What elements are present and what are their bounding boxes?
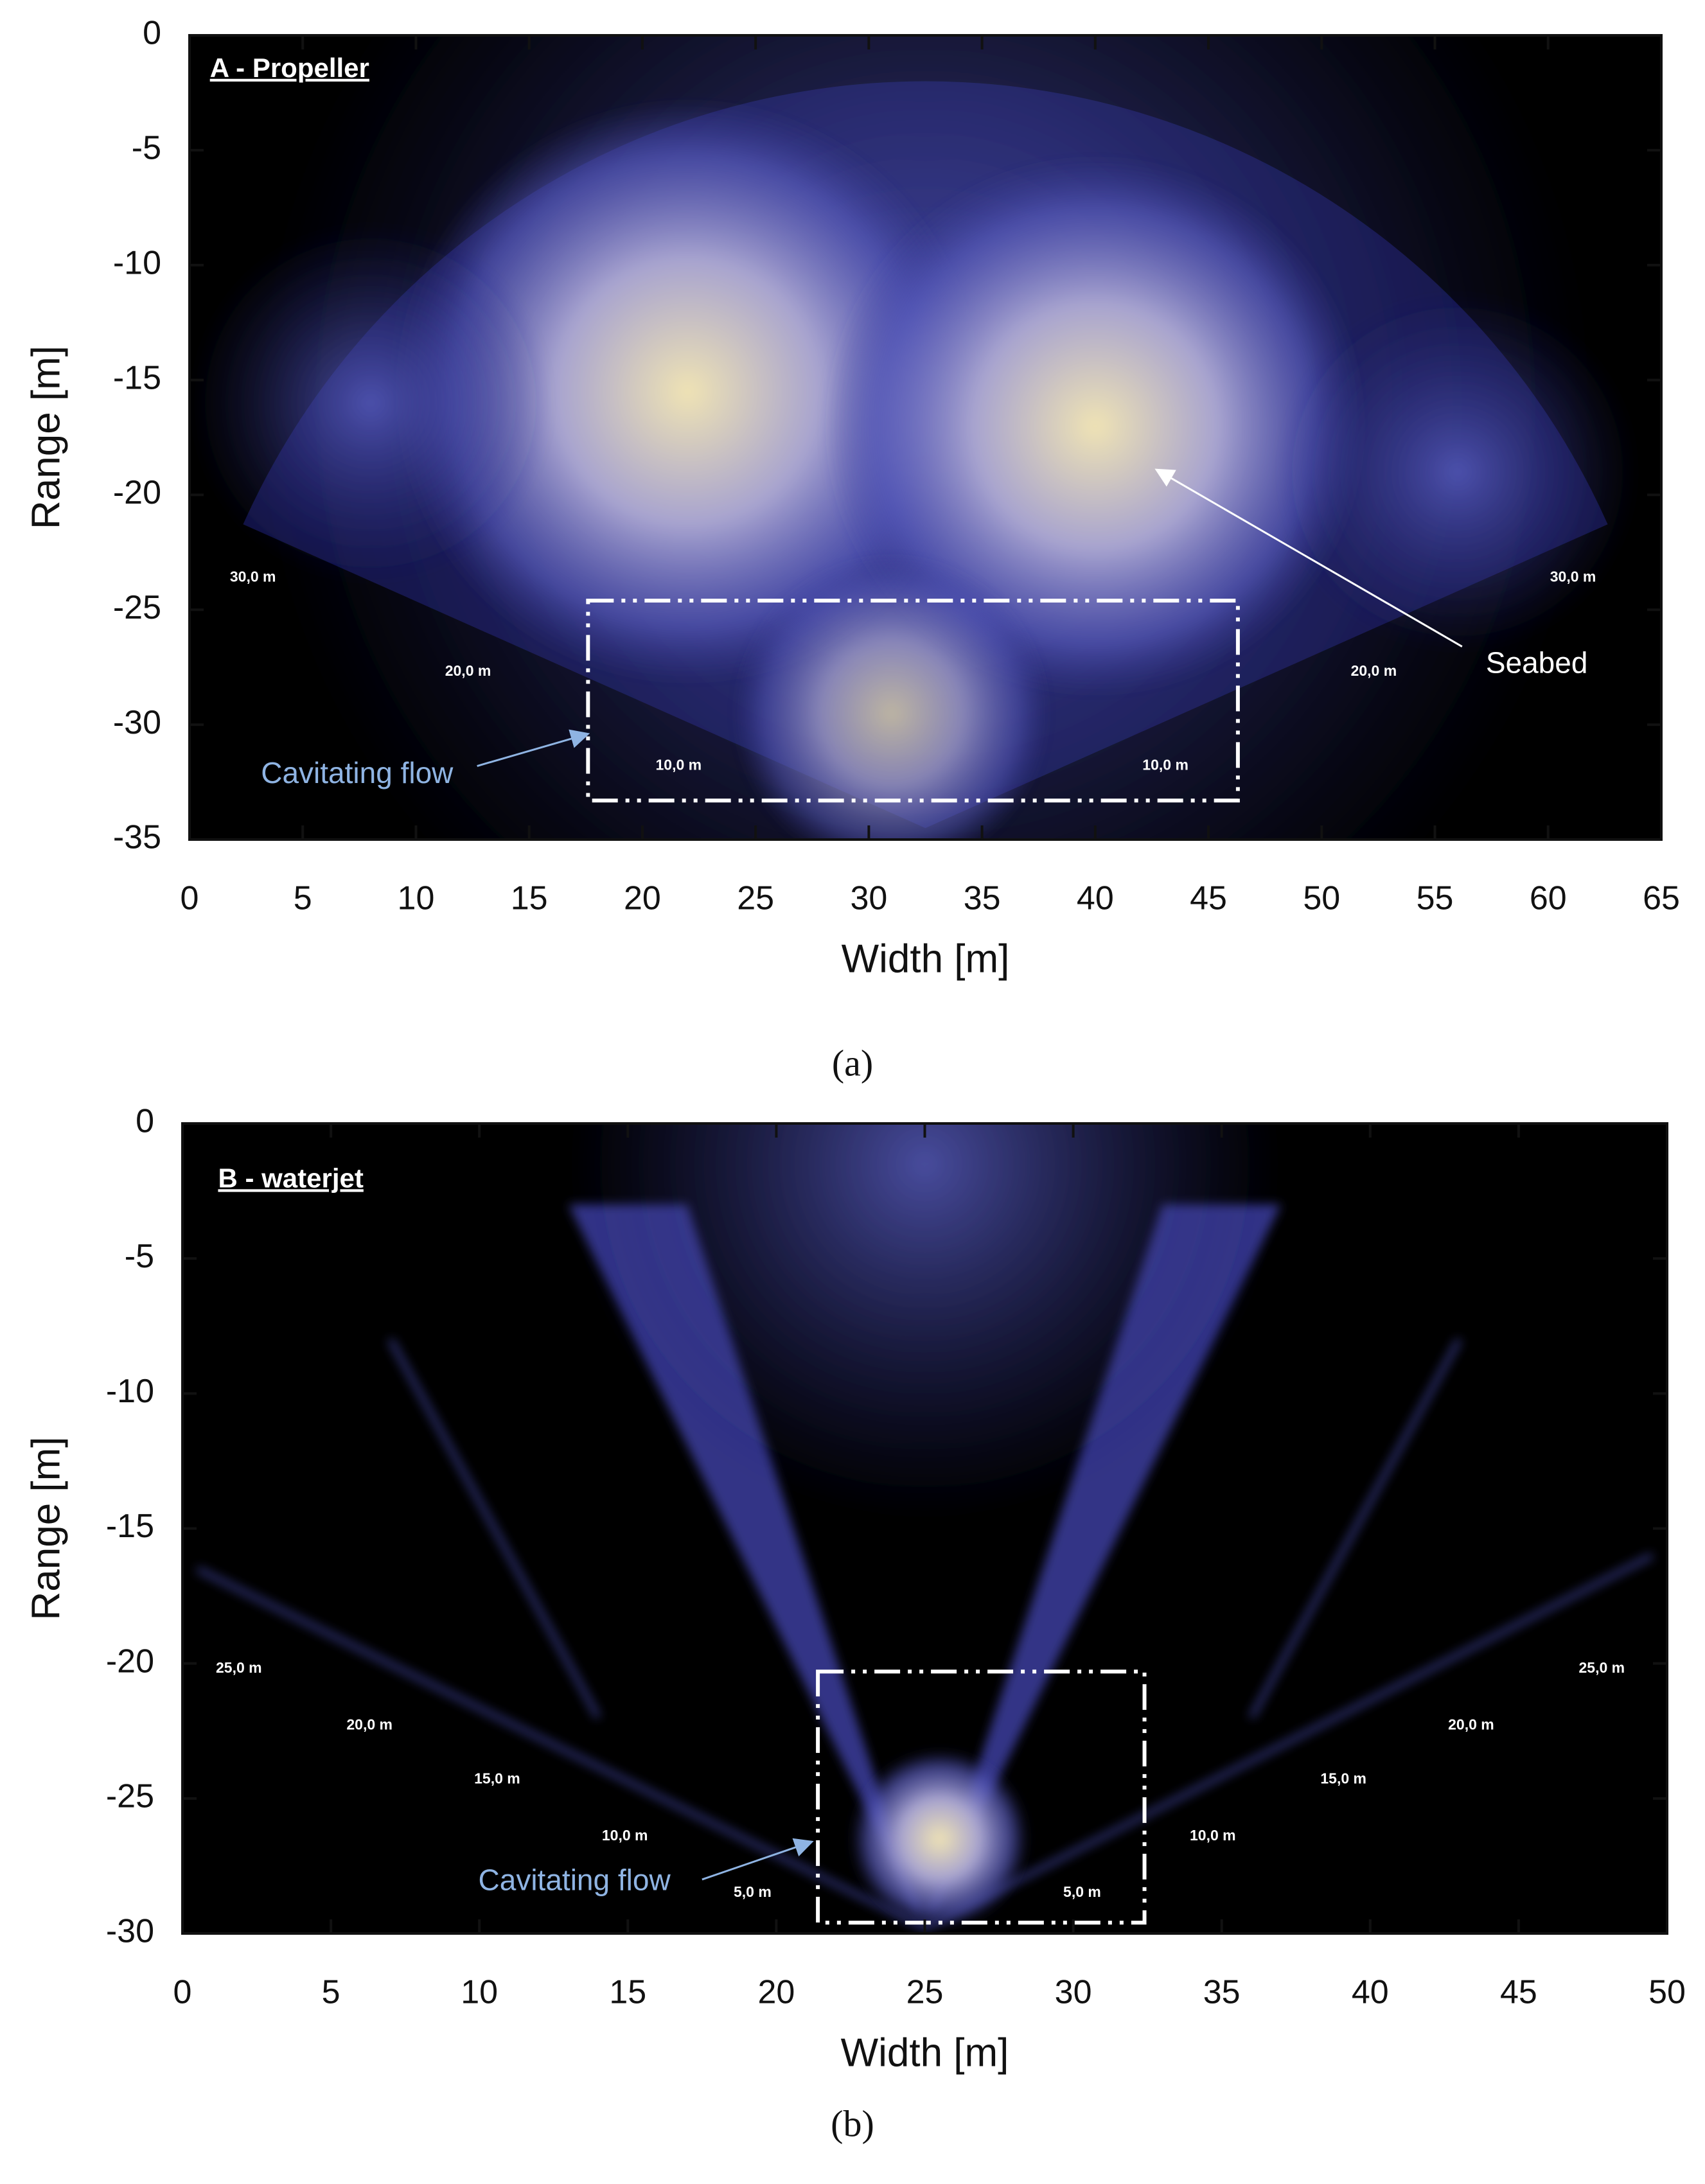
- y-tick-label: -20: [106, 1642, 154, 1680]
- y-tick-label: -5: [125, 1238, 154, 1275]
- annotation: Seabed: [1486, 646, 1588, 679]
- x-tick-label: 0: [181, 880, 199, 917]
- y-tick-label: -25: [106, 1778, 154, 1815]
- panel-title: A - Propeller: [210, 53, 369, 83]
- range-label: 20,0 m: [346, 1716, 393, 1732]
- x-tick-label: 45: [1190, 880, 1227, 917]
- range-label: 10,0 m: [656, 757, 702, 773]
- x-tick-label: 40: [1077, 880, 1114, 917]
- y-axis-label: Range [m]: [24, 346, 68, 529]
- axes-frame: [188, 34, 1663, 841]
- y-tick-label: -25: [113, 589, 161, 626]
- sonar-echo: [190, 222, 552, 585]
- sonar-image: [195, 1123, 1654, 1932]
- x-tick-label: 55: [1417, 880, 1454, 917]
- x-axis-label: Width [m]: [842, 937, 1010, 981]
- y-tick-label: -10: [106, 1373, 154, 1410]
- x-tick-label: 50: [1303, 880, 1340, 917]
- x-tick-label: 35: [964, 880, 1001, 917]
- y-tick-label: 0: [143, 15, 161, 52]
- x-tick-label: 20: [624, 880, 661, 917]
- sonar-echo: [732, 554, 1050, 840]
- range-label: 20,0 m: [1448, 1716, 1494, 1732]
- x-tick-label: 30: [850, 880, 887, 917]
- sonar-image: [190, 35, 1639, 840]
- sonar-echo: [850, 1750, 1029, 1928]
- y-tick-label: -35: [113, 819, 161, 856]
- y-tick-label: -15: [106, 1508, 154, 1545]
- x-tick-label: 45: [1500, 1974, 1537, 2011]
- plot-area: B - waterjet 25,0 m 20,0 m 15,0 m 10,0 m 5,0 …: [24, 1103, 1686, 2145]
- x-tick-label: 10: [461, 1974, 498, 2011]
- x-tick-label: 20: [757, 1974, 795, 2011]
- range-label: 5,0 m: [1063, 1883, 1101, 1900]
- range-label: 5,0 m: [734, 1883, 772, 1900]
- x-tick-label: 65: [1643, 880, 1680, 917]
- y-tick-label: -20: [113, 474, 161, 511]
- x-tick-label: 5: [322, 1974, 340, 2011]
- annotation-arrow: [477, 729, 590, 767]
- y-tick-label: -5: [132, 130, 161, 167]
- x-tick-label: 25: [906, 1974, 944, 2011]
- sonar-echo: [569, 1123, 1281, 1520]
- highlight-box: [586, 598, 1240, 803]
- highlight-box: [816, 1669, 1147, 1925]
- range-label: 10,0 m: [602, 1827, 648, 1844]
- range-label: 25,0 m: [1579, 1659, 1625, 1676]
- x-axis-label: Width [m]: [841, 2030, 1009, 2075]
- range-label: 20,0 m: [445, 662, 491, 679]
- x-tick-label: 30: [1055, 1974, 1092, 2011]
- sonar-echo: [1276, 290, 1639, 653]
- range-label: 30,0 m: [1550, 568, 1596, 585]
- range-label: 30,0 m: [230, 568, 276, 585]
- annotation: Cavitating flow: [479, 1863, 671, 1896]
- x-tick-label: 35: [1203, 1974, 1241, 2011]
- y-tick-label: 0: [136, 1103, 154, 1140]
- x-tick-label: 40: [1352, 1974, 1389, 2011]
- range-label: 25,0 m: [216, 1659, 262, 1676]
- y-tick-label: -30: [106, 1913, 154, 1950]
- y-tick-label: -10: [113, 244, 161, 281]
- annotation-arrow: [702, 1838, 814, 1881]
- x-tick-label: 60: [1530, 880, 1567, 917]
- sonar-echo: [393, 97, 982, 686]
- x-tick-label: 25: [737, 880, 774, 917]
- sonar-echo: [195, 1337, 1654, 1932]
- x-tick-label: 5: [294, 880, 312, 917]
- x-tick-label: 15: [511, 880, 548, 917]
- annotation-arrow: [1154, 468, 1463, 647]
- y-tick-label: -15: [113, 359, 161, 396]
- x-tick-label: 15: [609, 1974, 646, 2011]
- caption: (a): [832, 1042, 873, 1084]
- annotation: Cavitating flow: [261, 756, 454, 789]
- sonar-echo: [823, 154, 1367, 698]
- range-label: 15,0 m: [1320, 1770, 1366, 1786]
- range-label: 20,0 m: [1351, 662, 1397, 679]
- x-tick-label: 10: [398, 880, 435, 917]
- caption: (b): [831, 2102, 874, 2144]
- y-tick-label: -30: [113, 704, 161, 741]
- range-label: 10,0 m: [1190, 1827, 1236, 1844]
- panel-title: B - waterjet: [218, 1163, 363, 1193]
- y-axis-label: Range [m]: [24, 1436, 68, 1620]
- range-label: 15,0 m: [474, 1770, 520, 1786]
- plot-area: A - Propeller 30,0 m 20,0 m 10,0 m 10,0 m 20,…: [24, 15, 1680, 1084]
- range-label: 10,0 m: [1142, 757, 1188, 773]
- x-tick-label: 0: [173, 1974, 192, 2011]
- x-tick-label: 50: [1648, 1974, 1686, 2011]
